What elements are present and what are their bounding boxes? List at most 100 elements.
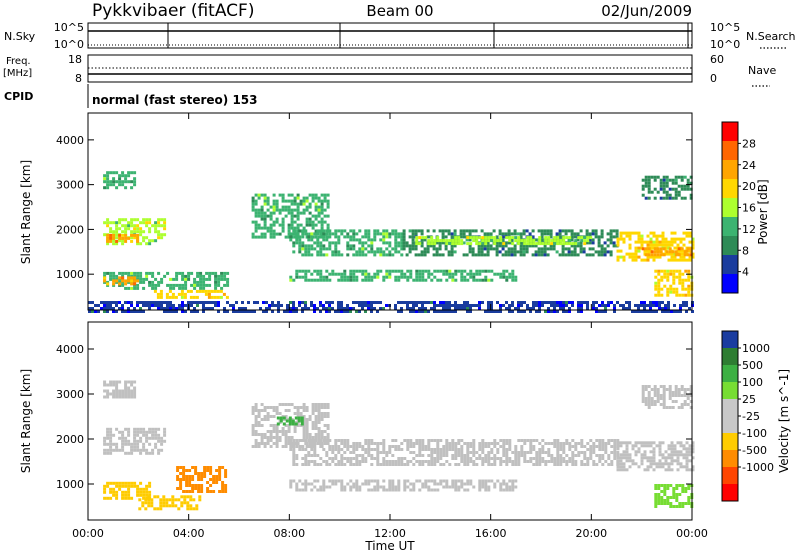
velocity-cell bbox=[460, 457, 464, 460]
power-cell bbox=[606, 244, 610, 248]
velocity-cell bbox=[493, 439, 497, 442]
power-cell bbox=[650, 253, 654, 257]
power-cell bbox=[121, 236, 125, 240]
power-cell bbox=[151, 286, 155, 290]
velocity-cell bbox=[124, 484, 128, 488]
power-cell bbox=[298, 304, 301, 307]
power-cell bbox=[265, 307, 268, 310]
power-cell bbox=[305, 199, 309, 203]
power-cell bbox=[664, 252, 668, 256]
velocity-cell bbox=[304, 439, 308, 442]
power-cell bbox=[463, 304, 466, 307]
velocity-cell bbox=[147, 498, 151, 502]
power-cell bbox=[192, 295, 196, 299]
velocity-cell bbox=[508, 445, 512, 448]
velocity-cell bbox=[254, 418, 258, 421]
velocity-cell bbox=[136, 430, 140, 434]
velocity-cell bbox=[520, 451, 524, 454]
power-cell bbox=[576, 244, 580, 248]
power-cell bbox=[454, 242, 458, 246]
velocity-cell bbox=[680, 394, 684, 397]
velocity-cell bbox=[646, 444, 650, 448]
power-cell bbox=[613, 304, 616, 307]
power-cell bbox=[612, 235, 616, 239]
power-cell bbox=[409, 310, 412, 313]
velocity-cell bbox=[144, 498, 148, 502]
power-cell bbox=[647, 250, 651, 254]
velocity-cell bbox=[662, 400, 666, 403]
power-cell bbox=[453, 229, 457, 233]
velocity-cell bbox=[269, 445, 273, 448]
velocity-cell bbox=[520, 439, 524, 442]
power-cell bbox=[305, 196, 309, 200]
power-cell bbox=[289, 238, 293, 242]
nave-tick-top: 60 bbox=[710, 53, 724, 66]
power-cell bbox=[121, 171, 125, 175]
power-cell bbox=[115, 274, 119, 278]
power-cell bbox=[112, 221, 116, 225]
power-cell bbox=[646, 243, 650, 247]
power-cell bbox=[385, 253, 389, 257]
power-cell bbox=[289, 235, 293, 239]
power-cell bbox=[553, 242, 557, 246]
power-cell bbox=[187, 271, 191, 275]
power-cell bbox=[460, 307, 463, 310]
power-cell bbox=[603, 253, 607, 257]
power-cell bbox=[298, 275, 302, 279]
power-cell bbox=[573, 247, 577, 251]
power-cell bbox=[673, 255, 677, 259]
power-cell bbox=[296, 196, 300, 200]
velocity-cell bbox=[481, 485, 485, 489]
power-cell bbox=[305, 235, 309, 239]
power-cell bbox=[352, 278, 356, 282]
power-cell bbox=[427, 275, 431, 279]
power-cell bbox=[661, 307, 664, 310]
power-cell bbox=[121, 283, 125, 287]
power-cell bbox=[609, 232, 613, 236]
power-cell bbox=[385, 241, 389, 245]
velocity-cell bbox=[361, 457, 365, 460]
velocity-cell bbox=[691, 450, 695, 454]
velocity-cell bbox=[439, 479, 443, 483]
power-cell bbox=[555, 232, 559, 236]
power-cell bbox=[655, 255, 659, 259]
power-cell bbox=[361, 250, 365, 254]
power-cell bbox=[597, 250, 601, 254]
velocity-cell bbox=[189, 498, 193, 502]
power-cell bbox=[424, 310, 427, 313]
power-cell bbox=[689, 196, 693, 200]
power-cell bbox=[355, 232, 359, 236]
velocity-cell bbox=[571, 454, 575, 457]
power-cell bbox=[547, 301, 550, 304]
power-cell bbox=[370, 241, 374, 245]
power-cell bbox=[214, 271, 218, 275]
power-cell bbox=[292, 310, 295, 313]
velocity-cell bbox=[115, 481, 119, 485]
velocity-cell bbox=[568, 445, 572, 448]
velocity-cell bbox=[445, 448, 449, 451]
power-cell bbox=[260, 235, 264, 239]
colorbar-swatch bbox=[722, 348, 738, 365]
power-cell bbox=[412, 301, 415, 304]
velocity-cell bbox=[352, 457, 356, 460]
power-cell bbox=[275, 232, 279, 236]
velocity-cell bbox=[412, 442, 416, 445]
velocity-cell bbox=[304, 454, 308, 457]
velocity-cell bbox=[439, 451, 443, 454]
power-cell bbox=[133, 271, 137, 275]
power-cell bbox=[367, 272, 371, 276]
power-cell bbox=[163, 227, 167, 231]
power-cell bbox=[290, 226, 294, 230]
power-cell bbox=[445, 239, 449, 243]
nsearch-label: N.Search bbox=[746, 30, 796, 43]
power-cell bbox=[385, 269, 389, 273]
velocity-cell bbox=[254, 409, 258, 412]
power-cell bbox=[686, 247, 690, 251]
power-cell bbox=[232, 307, 235, 310]
power-cell bbox=[214, 283, 218, 287]
power-cell bbox=[109, 171, 113, 175]
power-cell bbox=[459, 232, 463, 236]
velocity-cell bbox=[508, 479, 512, 483]
power-cell bbox=[394, 307, 397, 310]
velocity-cell bbox=[687, 502, 691, 505]
